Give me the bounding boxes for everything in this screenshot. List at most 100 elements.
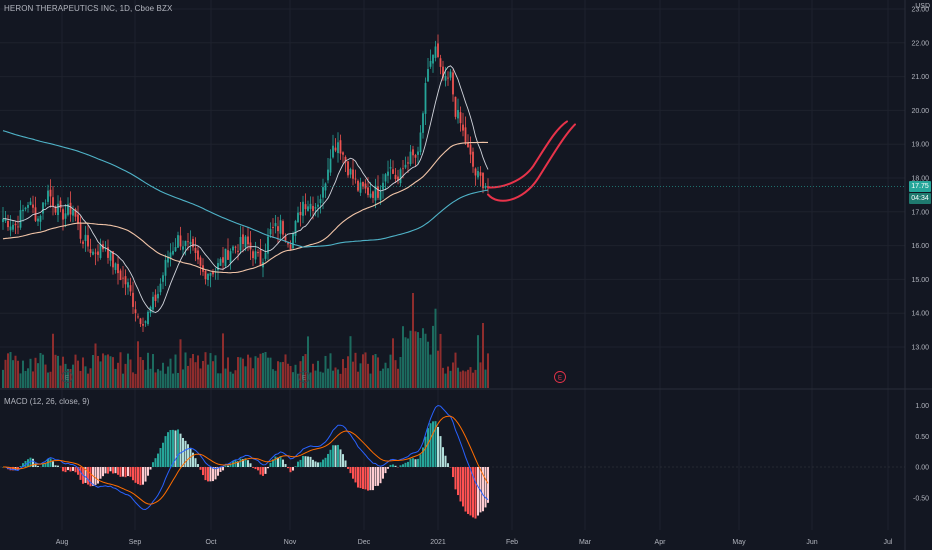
macd-histogram-bar — [394, 465, 397, 467]
macd-histogram-bar — [347, 467, 349, 469]
macd-histogram-bar — [457, 467, 459, 496]
candle-body — [9, 226, 12, 231]
candle-body — [369, 193, 372, 198]
candle-body — [64, 213, 67, 219]
volume-bar — [272, 369, 274, 388]
volume-bar — [99, 361, 102, 388]
candle-body — [347, 161, 349, 176]
candle-body — [334, 147, 337, 151]
volume-bar — [429, 354, 432, 388]
candle-body — [134, 309, 137, 314]
currency-label: USD — [915, 3, 930, 10]
candle-body — [317, 204, 319, 207]
macd-histogram-bar — [474, 467, 477, 519]
macd-histogram-bar — [269, 462, 272, 467]
volume-bar — [402, 326, 404, 388]
volume-bar — [349, 336, 352, 388]
ma-mid-line — [2, 141, 488, 274]
macd-histogram-bar — [52, 461, 54, 467]
candle-body — [379, 191, 382, 200]
volume-bar — [302, 356, 304, 388]
candle-body — [307, 206, 309, 211]
macd-histogram-bar — [57, 465, 59, 467]
volume-bar — [74, 354, 77, 388]
volume-bar — [124, 363, 127, 388]
price-tick-label: 13.00 — [911, 345, 929, 352]
macd-histogram-bar — [352, 467, 354, 479]
volume-bar — [142, 360, 144, 388]
volume-bar — [54, 354, 57, 388]
macd-histogram-bar — [359, 467, 362, 489]
price-tick-label: 21.00 — [911, 74, 929, 81]
volume-bar — [64, 363, 67, 388]
price-tick-label: 15.00 — [911, 277, 929, 284]
macd-histogram-bar — [402, 464, 404, 467]
macd-histogram-bar — [234, 460, 237, 467]
macd-histogram-bar — [84, 467, 87, 483]
candle-body — [439, 58, 442, 67]
volume-bar — [414, 331, 417, 388]
candle-body — [32, 204, 34, 208]
volume-bar — [444, 373, 447, 388]
volume-bar — [484, 369, 487, 388]
candle-body — [214, 270, 217, 272]
candle-body — [164, 259, 167, 276]
volume-bar — [94, 343, 97, 388]
volume-bar — [382, 368, 384, 388]
macd-histogram-bar — [97, 467, 99, 484]
candle-body — [289, 244, 292, 250]
candle-body — [312, 205, 314, 211]
candlestick-series[interactable] — [2, 34, 489, 332]
macd-histogram-bar — [174, 430, 177, 467]
macd-histogram-bar — [142, 467, 144, 485]
volume-bar — [172, 373, 174, 388]
macd-histogram-bar — [187, 444, 189, 467]
volume-bar — [234, 370, 237, 388]
time-tick-label: Sep — [129, 539, 142, 546]
macd-histogram-bar — [242, 459, 244, 467]
volume-bar — [459, 371, 462, 388]
trend-drawing[interactable] — [487, 120, 576, 202]
macd-histogram-bar — [132, 467, 134, 481]
volume-bar — [324, 355, 327, 388]
macd-histogram-bar — [327, 453, 329, 467]
macd-histogram-bar — [289, 467, 292, 473]
volume-bar — [304, 354, 307, 388]
candle-body — [167, 256, 169, 263]
volume-bar — [27, 368, 29, 388]
volume-bar — [167, 366, 169, 388]
macd-histogram-bar — [192, 452, 194, 467]
candle-body — [479, 172, 482, 176]
volume-bar — [329, 353, 332, 388]
candle-body — [304, 204, 307, 210]
volume-bar — [367, 363, 369, 388]
macd-histogram-bar — [337, 444, 339, 467]
macd-histogram-bar — [439, 436, 442, 467]
volume-bar — [184, 352, 187, 388]
macd-histogram-bar — [417, 458, 419, 467]
candle-body — [482, 172, 484, 189]
candle-body — [417, 151, 419, 155]
candle-body — [224, 248, 227, 266]
volume-bar — [194, 362, 197, 388]
volume-bar — [279, 362, 282, 388]
macd-histogram-bar — [117, 467, 119, 475]
volume-bar — [474, 369, 477, 388]
candle-body — [39, 215, 42, 222]
volume-bar — [117, 362, 119, 388]
earnings-circle — [554, 371, 566, 383]
volume-bar — [339, 373, 342, 388]
volume-bar — [269, 357, 272, 388]
macd-histogram-bar — [349, 467, 352, 474]
price-tick-label: 16.00 — [911, 243, 929, 250]
candle-body — [4, 218, 7, 222]
ma-fast-line — [3, 65, 489, 313]
macd-histogram-bar — [172, 429, 174, 467]
volume-bar — [37, 363, 39, 388]
candle-body — [54, 206, 57, 213]
volume-bar — [72, 364, 74, 388]
volume-bar — [212, 361, 214, 388]
volume-bar — [374, 353, 377, 388]
